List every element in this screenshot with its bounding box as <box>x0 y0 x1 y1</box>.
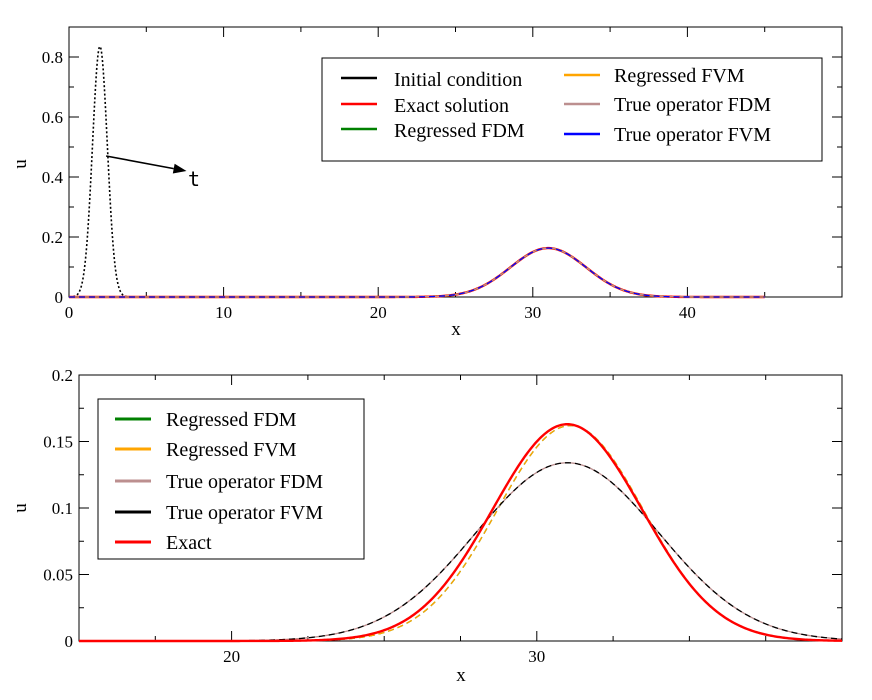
legend-entry: Initial condition <box>341 69 522 91</box>
legend-label: True operator FDM <box>614 94 771 116</box>
legend-entry: Exact solution <box>341 95 509 117</box>
top-x-tick-label: 30 <box>524 303 541 322</box>
legend-label: Regressed FVM <box>166 439 297 461</box>
legend-label: Exact <box>166 532 212 554</box>
time-annotation: t <box>105 155 200 191</box>
top-series-true-operator-fdm <box>69 247 765 298</box>
bottom-panel: 20 30 0 0.05 0.1 0.15 0.2 x u Regressed FDM Re… <box>10 366 843 686</box>
legend-entry: True operator FDM <box>564 94 771 116</box>
legend-label: Initial condition <box>394 69 522 91</box>
top-x-axis-label: x <box>451 319 461 340</box>
legend-label: Regressed FVM <box>614 65 745 87</box>
legend-entry: Regressed FDM <box>115 409 297 431</box>
bottom-x-axis-label: x <box>456 665 466 686</box>
legend-label: Regressed FDM <box>394 120 525 142</box>
bottom-y-tick-label: 0.1 <box>52 499 73 518</box>
bottom-y-axis-label: u <box>10 503 31 513</box>
top-series-initial-condition <box>68 45 147 298</box>
top-series-true-operator-fvm <box>69 247 765 298</box>
top-x-tick-label: 10 <box>215 303 232 322</box>
legend-label: Regressed FDM <box>166 409 297 431</box>
legend-label: True operator FVM <box>166 502 323 524</box>
bottom-y-tick-label: 0 <box>65 632 74 651</box>
legend-entry: True operator FVM <box>115 502 323 524</box>
bottom-series-exact <box>79 423 843 643</box>
bottom-y-tick-label: 0.2 <box>52 366 73 385</box>
bottom-series-group <box>79 423 843 643</box>
top-y-tick-label: 0.2 <box>42 228 63 247</box>
bottom-legend-box <box>97 398 365 560</box>
bottom-y-tick-label: 0.15 <box>43 433 73 452</box>
top-x-tick-label: 0 <box>65 303 74 322</box>
legend-entry: True operator FDM <box>115 471 323 493</box>
time-arrow-label: t <box>188 167 200 191</box>
legend-entry: Regressed FDM <box>341 120 525 142</box>
top-y-tick-label: 0.4 <box>42 168 64 187</box>
bottom-series-true-operator-fvm <box>79 462 843 642</box>
bottom-legend: Regressed FDM Regressed FVM True operato… <box>97 398 365 560</box>
time-arrow-head <box>172 163 187 174</box>
top-y-tick-label: 0.6 <box>42 108 63 127</box>
bottom-axis-ticks: 20 30 0 0.05 0.1 0.15 0.2 <box>43 366 842 666</box>
bottom-y-tick-label: 0.05 <box>43 566 73 585</box>
legend-label: Exact solution <box>394 95 509 117</box>
top-legend: Initial condition Exact solution Regress… <box>321 57 823 162</box>
legend-label: True operator FDM <box>166 471 323 493</box>
bottom-x-tick-label: 20 <box>223 647 240 666</box>
top-panel: 0 10 20 30 40 0 0.2 0.4 0.6 0.8 t x u Initial con… <box>10 26 843 340</box>
legend-entry: True operator FVM <box>564 124 771 146</box>
time-arrow-line <box>105 155 174 170</box>
legend-label: True operator FVM <box>614 124 771 146</box>
bottom-x-tick-label: 30 <box>528 647 545 666</box>
top-x-tick-label: 40 <box>679 303 696 322</box>
top-y-tick-label: 0 <box>55 288 64 307</box>
top-y-tick-label: 0.8 <box>42 48 63 67</box>
top-series-regressed-fdm <box>69 247 765 298</box>
top-x-tick-label: 20 <box>370 303 387 322</box>
top-y-axis-label: u <box>10 159 31 169</box>
top-series-group <box>68 45 765 299</box>
top-series-exact-solution <box>69 246 765 299</box>
legend-entry: Regressed FVM <box>115 439 297 461</box>
legend-entry: Exact <box>115 532 212 554</box>
top-series-regressed-fvm <box>69 247 765 298</box>
legend-entry: Regressed FVM <box>564 65 745 87</box>
